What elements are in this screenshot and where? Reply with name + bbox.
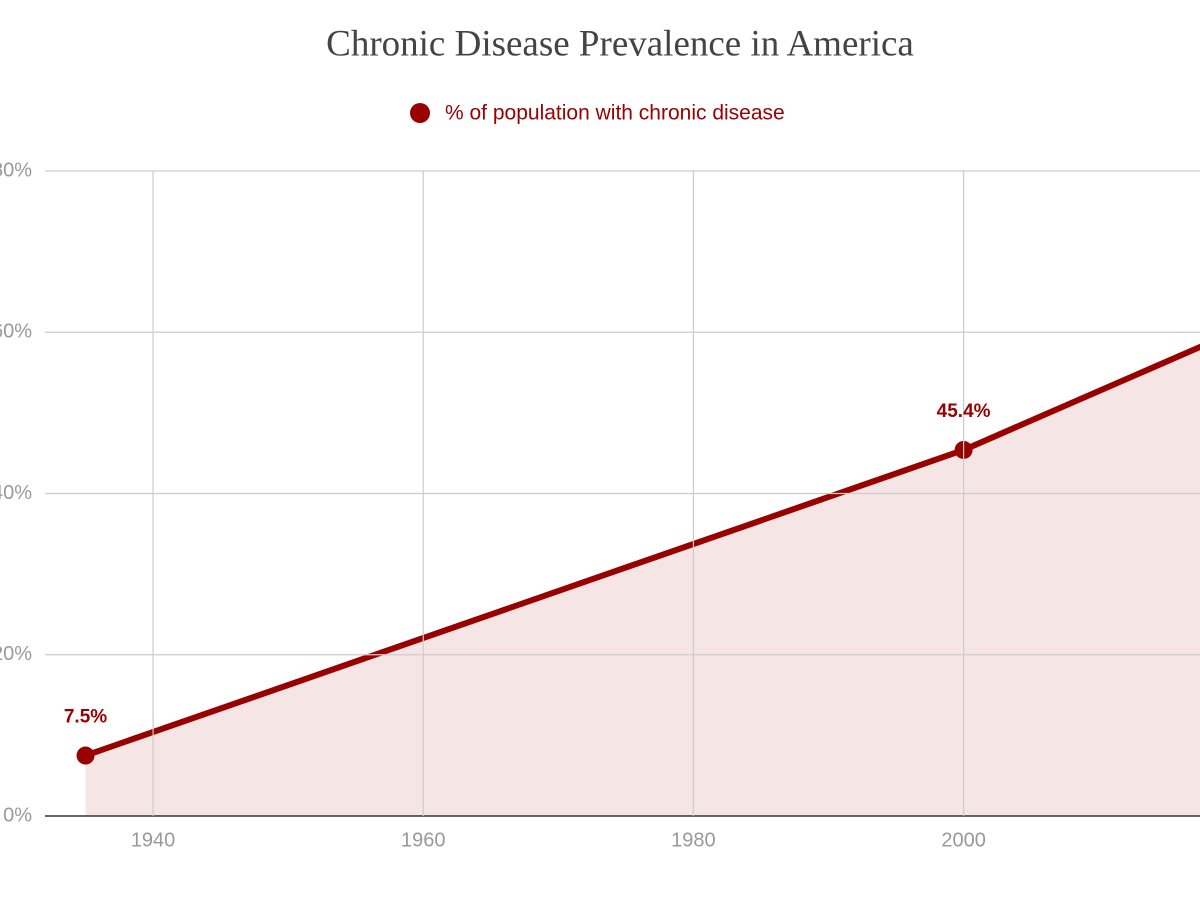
x-tick-label: 1960 [401,829,446,851]
chart-title: Chronic Disease Prevalence in America [326,23,914,64]
legend-label: % of population with chronic disease [445,102,785,125]
y-tick-label: 60% [0,321,32,343]
data-label: 45.4% [937,401,991,422]
y-tick-label: 0% [3,804,32,826]
y-tick-label: 40% [0,482,32,504]
plot-area [76,343,1200,816]
y-tick-label: 20% [0,643,32,665]
x-tick-label: 2000 [941,829,986,851]
point [76,746,95,765]
legend-marker [410,103,430,123]
x-tick-label: 1980 [671,829,716,851]
area [85,346,1200,816]
y-tick-label: 80% [0,159,32,181]
data-label: 7.5% [64,707,107,728]
x-tick-label: 1940 [131,829,176,851]
